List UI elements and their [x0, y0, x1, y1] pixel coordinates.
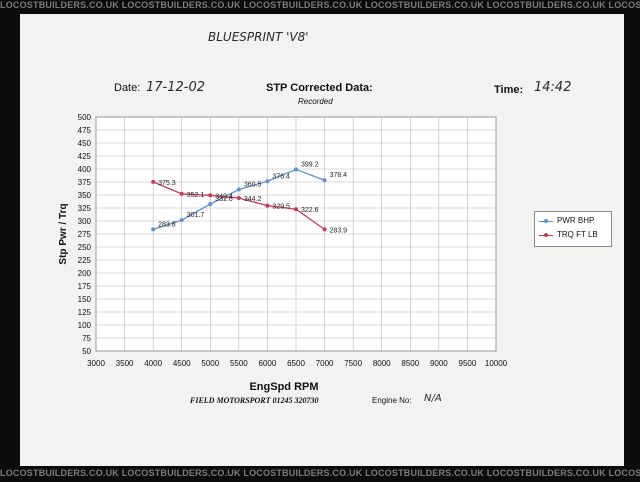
footer-company: FIELD MOTORSPORT 01245 320730 [190, 396, 319, 405]
dyno-sheet: BLUESPRINT 'V8' Date: 17-12-02 STP Corre… [20, 14, 624, 466]
x-tick-label: 4500 [173, 359, 191, 368]
torque-data-label: 329.5 [272, 204, 290, 211]
power-data-label: 376.4 [272, 173, 290, 180]
power-data-label: 283.8 [158, 221, 176, 228]
y-tick-label: 325 [78, 204, 92, 213]
date-label: Date: [114, 82, 141, 94]
torque-data-label: 283.9 [330, 227, 348, 234]
x-tick-label: 9500 [459, 359, 477, 368]
y-tick-label: 275 [78, 230, 92, 239]
power-data-point [294, 167, 298, 172]
handwritten-title: BLUESPRINT 'V8' [208, 30, 309, 44]
x-tick-label: 8000 [373, 359, 391, 368]
footer-engine-value: N/A [424, 393, 442, 404]
power-data-point [179, 218, 184, 223]
y-tick-label: 125 [78, 308, 92, 317]
chart-legend: PWR BHP TRQ FT LB [534, 211, 612, 247]
y-tick-label: 75 [82, 334, 91, 343]
power-data-point [322, 178, 327, 183]
power-data-point [236, 187, 241, 192]
x-tick-label: 5000 [201, 359, 219, 368]
y-tick-label: 475 [78, 126, 92, 135]
torque-data-point [151, 179, 156, 184]
x-tick-label: 9000 [430, 359, 448, 368]
footer-engine-label: Engine No: [372, 396, 412, 405]
dyno-chart: 50 75 100 125 150 175 200 225 250 275 300 325 350 375… [58, 113, 508, 393]
torque-data-point [265, 203, 270, 208]
legend-label-power: PWR BHP [557, 216, 595, 225]
y-tick-label: 250 [78, 243, 92, 252]
power-data-point [208, 202, 213, 207]
chart-title: STP Corrected Data: [266, 82, 373, 94]
x-tick-label: 10000 [485, 359, 508, 368]
torque-data-label: 375.3 [158, 180, 176, 187]
torque-data-point [208, 193, 213, 198]
torque-data-point [179, 191, 184, 196]
torque-data-label: 344.2 [244, 196, 262, 203]
y-tick-label: 350 [78, 191, 92, 200]
y-axis-label: Stp Pwr / Trq [58, 203, 69, 264]
power-data-label: 378.4 [330, 172, 348, 179]
power-data-label: 399.2 [301, 161, 319, 168]
y-tick-label: 425 [78, 152, 92, 161]
torque-data-label: 349.4 [215, 193, 233, 200]
y-tick-label: 200 [78, 269, 92, 278]
x-axis-label: EngSpd RPM [249, 381, 318, 393]
y-tick-label: 225 [78, 256, 92, 265]
power-data-point [265, 179, 270, 184]
date-value: 17-12-02 [146, 80, 206, 95]
time-value: 14:42 [534, 80, 572, 95]
x-tick-label: 6000 [259, 359, 277, 368]
watermark-bottom: LOCOSTBUILDERS.CO.UK LOCOSTBUILDERS.CO.U… [0, 468, 640, 478]
y-tick-label: 175 [78, 282, 92, 291]
x-tick-label: 8500 [401, 359, 419, 368]
torque-data-point [236, 196, 241, 201]
y-tick-label: 450 [78, 139, 92, 148]
x-tick-label: 7000 [316, 359, 334, 368]
torque-data-point [294, 207, 298, 212]
time-label: Time: [494, 84, 524, 96]
y-tick-label: 300 [78, 217, 92, 226]
y-tick-label: 100 [78, 321, 92, 330]
torque-data-label: 352.1 [187, 192, 205, 199]
power-data-label: 360.5 [244, 182, 262, 189]
x-tick-label: 4000 [144, 359, 162, 368]
torque-data-label: 322.6 [301, 207, 319, 214]
y-tick-label: 50 [82, 347, 91, 356]
y-tick-label: 375 [78, 178, 92, 187]
power-data-label: 301.7 [187, 212, 205, 219]
legend-label-torque: TRQ FT LB [557, 230, 598, 239]
chart-subtitle: Recorded [298, 97, 333, 106]
x-tick-label: 6500 [287, 359, 305, 368]
y-tick-label: 500 [78, 113, 92, 122]
y-tick-label: 150 [78, 295, 92, 304]
y-tick-label: 400 [78, 165, 92, 174]
x-tick-label: 3000 [87, 359, 105, 368]
power-data-label: 332.6 [215, 196, 233, 203]
power-data-point [151, 227, 156, 232]
x-tick-label: 7500 [344, 359, 362, 368]
watermark-top: LOCOSTBUILDERS.CO.UK LOCOSTBUILDERS.CO.U… [0, 0, 640, 10]
torque-data-point [322, 227, 327, 232]
x-tick-label: 3500 [116, 359, 134, 368]
x-tick-label: 5500 [230, 359, 248, 368]
